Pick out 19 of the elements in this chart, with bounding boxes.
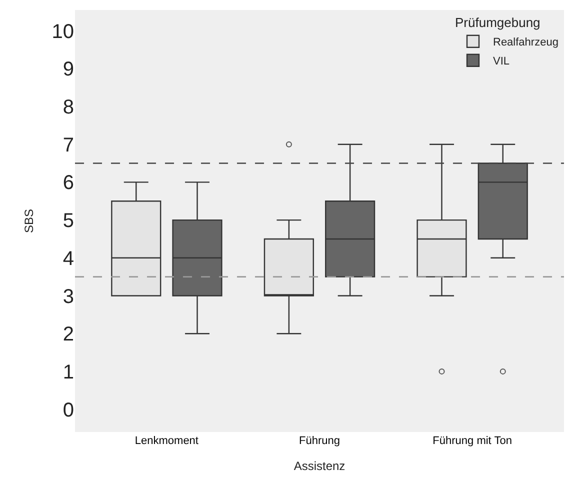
y-tick-label: 0 [62,399,74,422]
legend-label: VIL [493,56,510,68]
y-tick-label: 9 [62,58,74,81]
x-axis-title: Assistenz [294,458,346,473]
y-tick-label: 10 [52,20,74,43]
y-tick-label: 1 [62,361,74,384]
legend-title: Prüfumgebung [455,14,540,30]
x-tick-label: Führung mit Ton [432,435,512,447]
y-tick-label: 6 [62,172,74,194]
y-tick-label: 5 [62,210,74,232]
x-tick-label: Lenkmoment [134,435,198,447]
y-tick-label: 8 [62,96,74,119]
y-tick-label: 4 [62,248,74,270]
x-tick-label: Führung [299,435,340,447]
y-tick-label: 2 [62,324,74,346]
y-tick-label: 3 [62,286,74,308]
legend-label: Realfahrzeug [493,36,558,49]
y-axis-title: SBS [22,208,36,234]
y-tick-label: 7 [62,134,74,156]
